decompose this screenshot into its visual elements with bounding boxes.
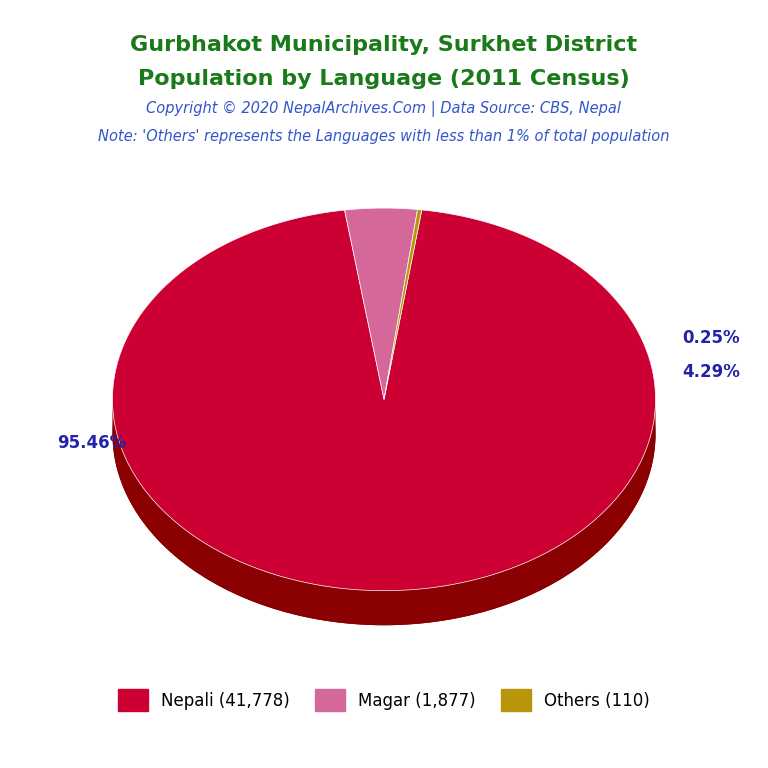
- Text: 4.29%: 4.29%: [683, 363, 740, 381]
- Polygon shape: [112, 400, 656, 625]
- Text: Population by Language (2011 Census): Population by Language (2011 Census): [138, 69, 630, 89]
- Text: 95.46%: 95.46%: [57, 434, 126, 452]
- Polygon shape: [345, 208, 418, 399]
- Legend: Nepali (41,778), Magar (1,877), Others (110): Nepali (41,778), Magar (1,877), Others (…: [111, 683, 657, 717]
- Polygon shape: [112, 210, 656, 591]
- Text: Gurbhakot Municipality, Surkhet District: Gurbhakot Municipality, Surkhet District: [131, 35, 637, 55]
- Text: 0.25%: 0.25%: [683, 329, 740, 346]
- Polygon shape: [384, 210, 422, 399]
- Text: Note: 'Others' represents the Languages with less than 1% of total population: Note: 'Others' represents the Languages …: [98, 129, 670, 144]
- Text: Copyright © 2020 NepalArchives.Com | Data Source: CBS, Nepal: Copyright © 2020 NepalArchives.Com | Dat…: [147, 101, 621, 118]
- Ellipse shape: [112, 243, 656, 625]
